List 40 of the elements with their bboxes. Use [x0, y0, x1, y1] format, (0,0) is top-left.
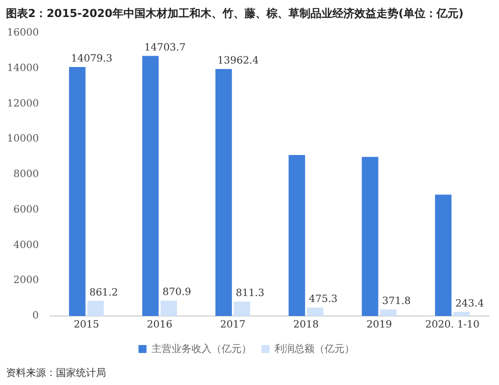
y-tick-label: 16000	[7, 28, 39, 39]
y-tick-label: 6000	[13, 204, 39, 216]
x-tick-label: 2016	[146, 320, 172, 331]
bar	[234, 302, 250, 316]
bar	[160, 300, 177, 316]
bar	[306, 308, 324, 316]
bar	[380, 309, 397, 316]
data-label: 14703.7	[144, 42, 186, 54]
y-tick-label: 12000	[7, 98, 39, 110]
legend-label: 主营业务收入（亿元）	[152, 342, 252, 355]
data-label: 13962.4	[217, 56, 259, 67]
y-tick-label: 10000	[7, 134, 39, 145]
bar	[142, 56, 159, 316]
bar	[453, 312, 470, 316]
x-tick-label: 2018	[293, 320, 319, 331]
data-label: 14079.3	[71, 54, 112, 65]
bar	[362, 156, 378, 316]
bar	[69, 66, 86, 316]
data-label: 870.9	[162, 287, 192, 298]
text: 资料来源：国家统计局	[5, 366, 107, 381]
bar	[215, 69, 232, 316]
chart-title: 图表2：2015-2020年中国木材加工和木、竹、藤、棕、草制品业经济效益走势(单位：亿元)	[5, 6, 465, 22]
y-tick-label: 0	[32, 310, 39, 322]
y-tick-label: 2000	[13, 275, 39, 286]
data-label: 475.3	[308, 294, 338, 306]
bar	[288, 155, 306, 316]
y-tick-label: 8000	[13, 169, 39, 180]
data-label: 811.3	[236, 288, 264, 300]
bar	[87, 300, 104, 316]
bar	[435, 194, 452, 316]
x-tick-label: 2015	[74, 320, 100, 331]
x-tick-label: 2017	[220, 320, 246, 331]
data-label: 243.4	[455, 298, 484, 310]
data-label: 371.8	[382, 296, 411, 308]
y-tick-label: 14000	[7, 62, 39, 74]
x-tick-label: 2020. 1-10	[425, 320, 480, 331]
y-tick-label: 4000	[13, 240, 39, 251]
data-label: 861.2	[89, 287, 118, 298]
x-tick-label: 2019	[366, 320, 392, 331]
legend-label: 利润总额（亿元）	[274, 342, 354, 355]
